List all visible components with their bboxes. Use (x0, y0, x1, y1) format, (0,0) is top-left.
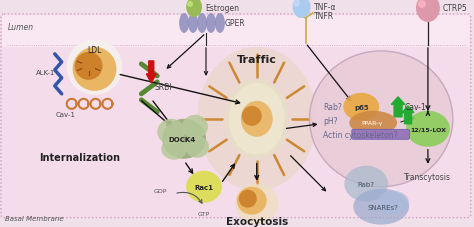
Ellipse shape (67, 40, 122, 95)
Ellipse shape (206, 14, 216, 34)
Text: GTP: GTP (198, 211, 210, 216)
Text: DOCK4: DOCK4 (168, 136, 196, 142)
Ellipse shape (235, 184, 279, 224)
Ellipse shape (215, 14, 225, 34)
Ellipse shape (239, 190, 257, 208)
Text: pH?: pH? (323, 117, 338, 126)
Ellipse shape (161, 138, 187, 160)
Text: Internalization: Internalization (39, 152, 120, 162)
Text: ALK-1: ALK-1 (36, 69, 55, 76)
Text: PPAR-γ: PPAR-γ (362, 121, 383, 126)
FancyBboxPatch shape (1, 15, 471, 218)
Text: Rab?: Rab? (323, 103, 342, 112)
Ellipse shape (310, 52, 453, 187)
Ellipse shape (187, 2, 193, 8)
Ellipse shape (182, 115, 208, 139)
FancyArrow shape (392, 97, 405, 117)
Ellipse shape (197, 48, 317, 191)
Ellipse shape (186, 171, 222, 203)
Ellipse shape (418, 1, 426, 9)
Text: SRBI: SRBI (154, 83, 172, 92)
Ellipse shape (241, 101, 273, 137)
Text: Transcytosis: Transcytosis (404, 173, 451, 181)
Ellipse shape (416, 0, 440, 23)
Ellipse shape (179, 14, 189, 34)
Ellipse shape (157, 119, 185, 145)
Text: 12/15-LOX: 12/15-LOX (410, 127, 446, 132)
Text: LDL: LDL (87, 46, 102, 55)
Ellipse shape (349, 111, 397, 135)
Ellipse shape (293, 0, 300, 8)
Ellipse shape (292, 0, 310, 19)
Text: Lumen: Lumen (8, 23, 34, 32)
Text: Cav-1: Cav-1 (56, 111, 76, 117)
Ellipse shape (242, 106, 262, 126)
FancyArrow shape (402, 106, 414, 124)
Text: Basal Membrane: Basal Membrane (5, 215, 64, 221)
Ellipse shape (188, 14, 198, 34)
Text: SNAREs?: SNAREs? (368, 204, 399, 210)
Ellipse shape (73, 48, 117, 91)
Text: Estrogen: Estrogen (205, 5, 239, 13)
Text: Rab?: Rab? (358, 181, 375, 187)
Ellipse shape (185, 136, 209, 158)
Ellipse shape (237, 187, 267, 215)
Ellipse shape (186, 0, 202, 18)
FancyBboxPatch shape (352, 130, 410, 140)
Ellipse shape (343, 94, 379, 121)
Text: Traffic: Traffic (237, 55, 277, 65)
Ellipse shape (197, 14, 207, 34)
FancyBboxPatch shape (2, 16, 470, 48)
Text: Cav-1: Cav-1 (405, 103, 427, 112)
Text: Actin cytoskeleton?: Actin cytoskeleton? (323, 131, 398, 140)
FancyArrow shape (146, 62, 156, 84)
Text: p65: p65 (354, 104, 369, 110)
Text: GPER: GPER (225, 19, 246, 28)
Ellipse shape (353, 189, 409, 225)
Text: Exocytosis: Exocytosis (226, 216, 288, 226)
Ellipse shape (406, 111, 450, 147)
Ellipse shape (229, 84, 284, 155)
Ellipse shape (377, 191, 409, 215)
Ellipse shape (74, 53, 102, 81)
Text: GDP: GDP (154, 188, 167, 193)
Ellipse shape (225, 79, 289, 159)
Text: TNF-α: TNF-α (313, 3, 336, 12)
Text: TNFR: TNFR (313, 12, 334, 21)
Ellipse shape (162, 119, 206, 159)
Text: Rac1: Rac1 (194, 184, 213, 190)
Ellipse shape (344, 166, 388, 202)
Text: CTRP5: CTRP5 (443, 5, 468, 13)
